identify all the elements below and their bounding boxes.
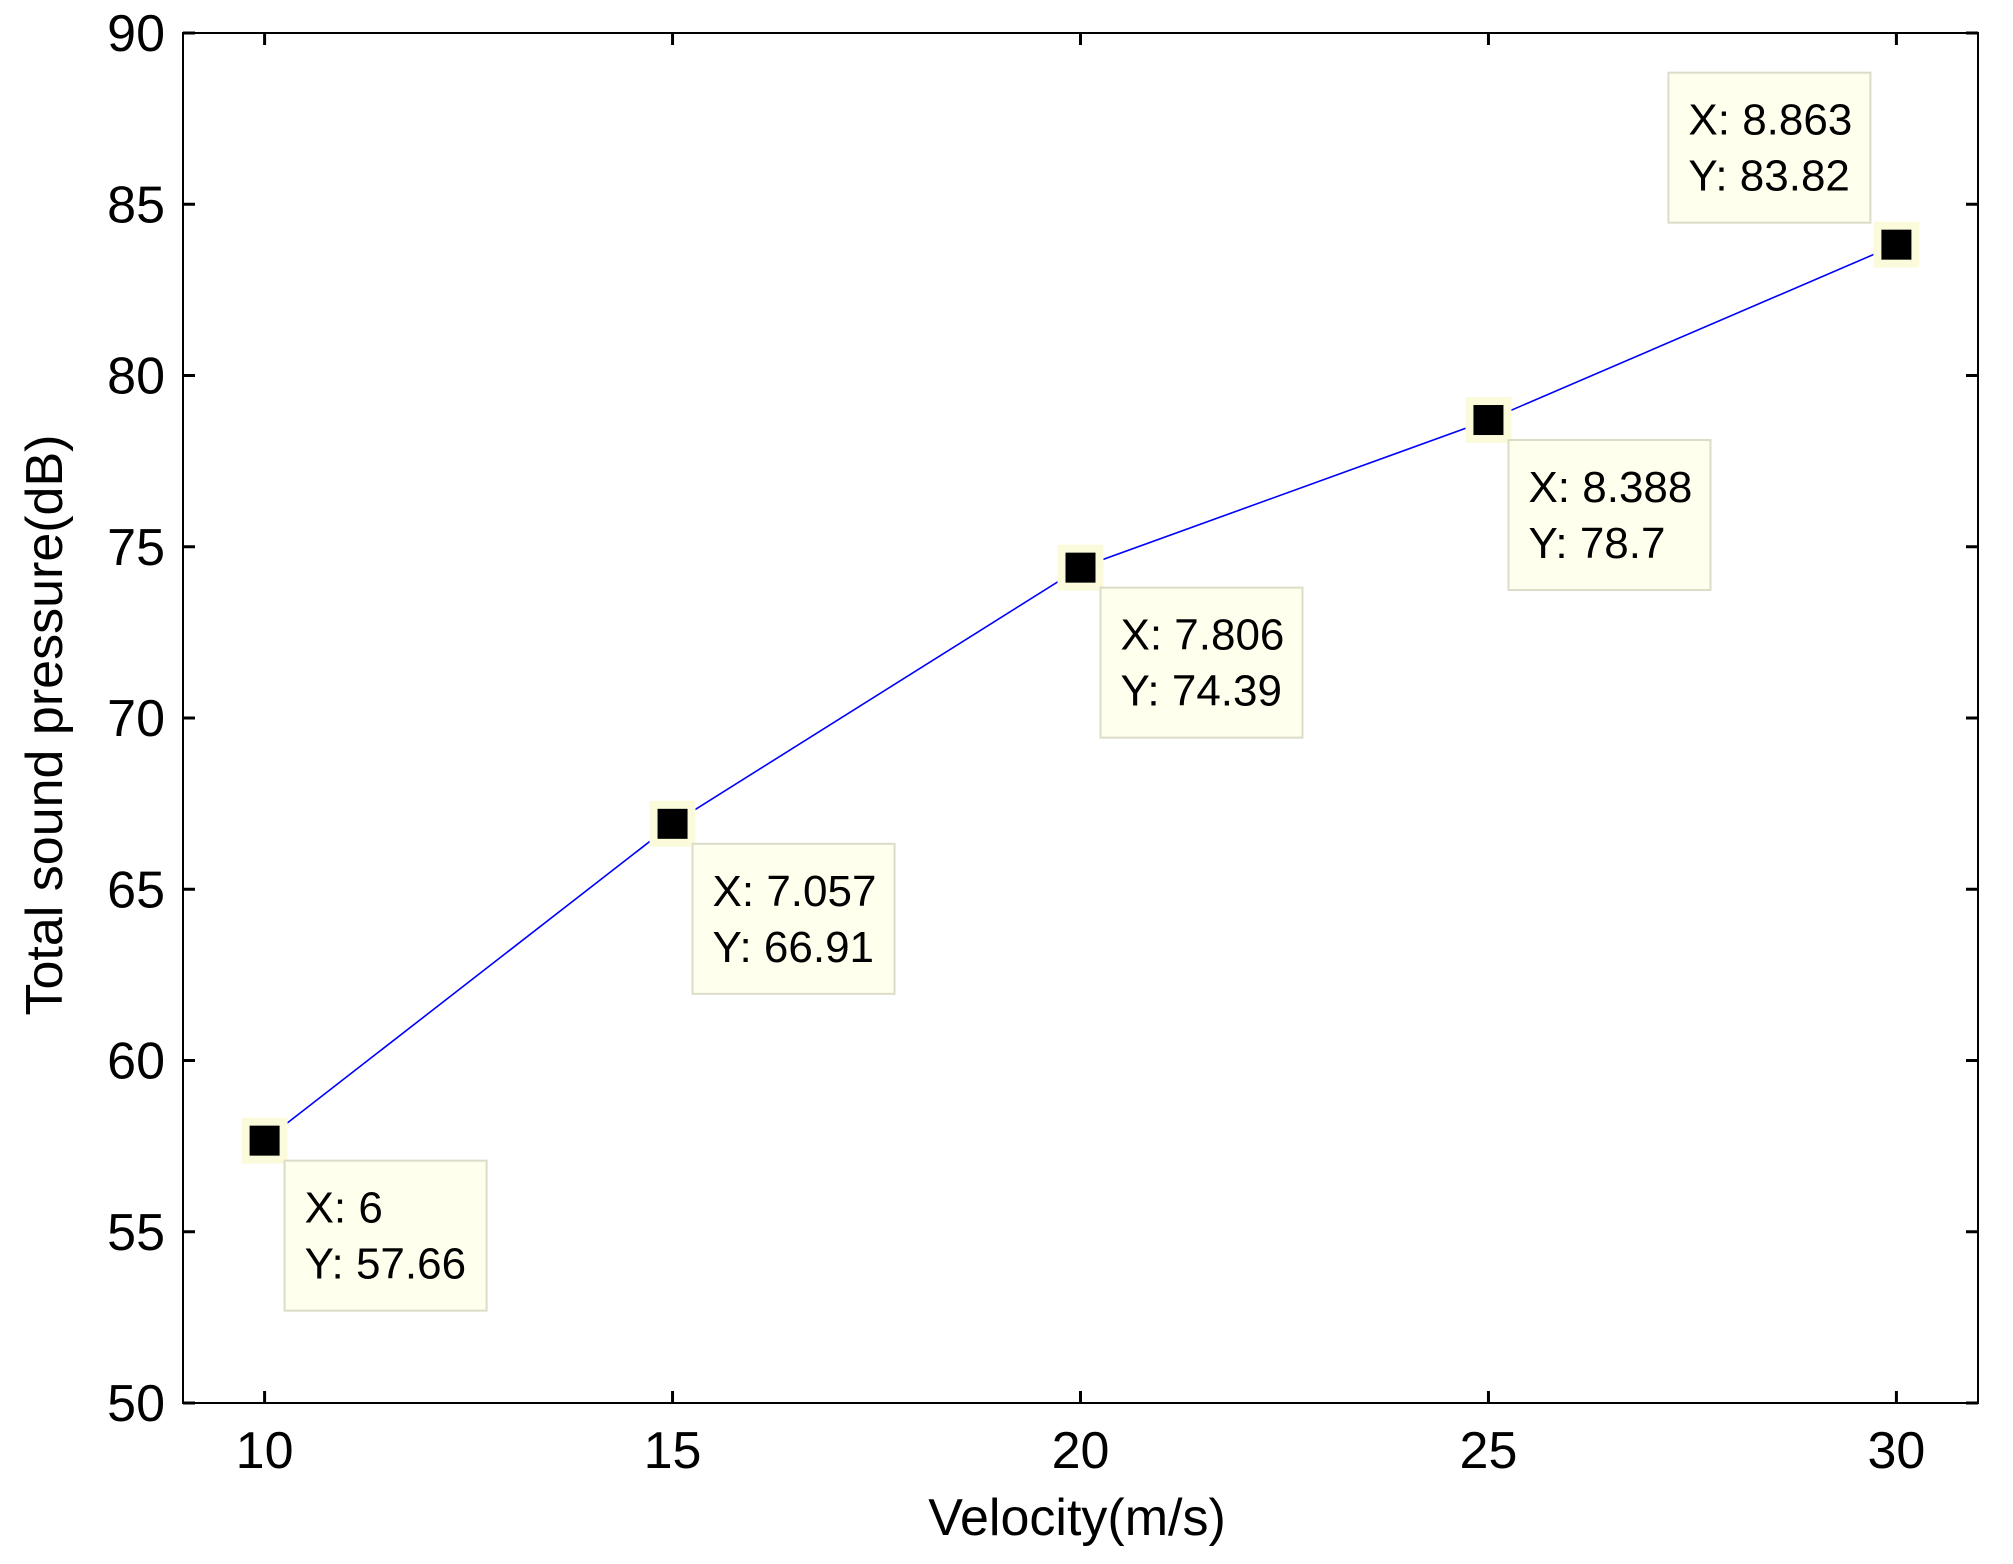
- x-tick-label: 20: [1052, 1422, 1110, 1480]
- x-tick-label: 10: [236, 1422, 294, 1480]
- datatip-box: [691, 842, 896, 995]
- datatip[interactable]: X: 7.806 Y: 74.39: [1099, 586, 1304, 739]
- datatip[interactable]: X: 6 Y: 57.66: [283, 1159, 488, 1312]
- y-tick-label: 65: [107, 861, 165, 919]
- y-axis-title: Total sound pressure(dB): [16, 435, 74, 1016]
- datatip-y-value: Y: 66.91: [713, 923, 874, 972]
- datatip-y-value: Y: 74.39: [1121, 667, 1282, 716]
- data-point-marker[interactable]: [249, 1125, 280, 1156]
- y-tick-label: 85: [107, 176, 165, 234]
- y-tick-label: 50: [107, 1375, 165, 1433]
- datatip[interactable]: X: 7.057 Y: 66.91: [691, 842, 896, 995]
- y-tick-label: 75: [107, 519, 165, 577]
- data-point-marker[interactable]: [1065, 552, 1096, 583]
- datatip-box: [283, 1159, 488, 1312]
- y-tick-label: 90: [107, 5, 165, 63]
- datatip-x-value: X: 7.806: [1121, 611, 1285, 660]
- x-tick-label: 15: [644, 1422, 702, 1480]
- y-tick-label: 70: [107, 690, 165, 748]
- y-tick-label: 80: [107, 348, 165, 406]
- data-point-marker[interactable]: [1881, 229, 1912, 260]
- datatip-y-value: Y: 78.7: [1528, 519, 1665, 568]
- datatip-x-value: X: 8.863: [1688, 96, 1852, 145]
- datatip[interactable]: X: 8.863 Y: 83.82: [1667, 71, 1872, 224]
- datatip-box: [1099, 586, 1304, 739]
- y-tick-label: 55: [107, 1204, 165, 1262]
- x-axis-title: Velocity(m/s): [928, 1489, 1226, 1547]
- datatip-box: [1507, 439, 1712, 592]
- x-tick-label: 25: [1460, 1422, 1518, 1480]
- data-point-marker[interactable]: [657, 808, 688, 839]
- datatip[interactable]: X: 8.388 Y: 78.7: [1507, 439, 1712, 592]
- data-point-marker[interactable]: [1473, 405, 1504, 436]
- markers-layer: [241, 221, 1920, 1164]
- datatip-x-value: X: 6: [305, 1184, 383, 1233]
- datatip-x-value: X: 8.388: [1528, 463, 1692, 512]
- axis-ticks: 10 15 20 25 30 50 55 60 65 70 75 80 85 90: [107, 5, 1978, 1480]
- datatip-y-value: Y: 83.82: [1688, 152, 1849, 201]
- y-tick-label: 60: [107, 1033, 165, 1091]
- datatip-y-value: Y: 57.66: [305, 1240, 466, 1289]
- x-tick-label: 30: [1867, 1422, 1925, 1480]
- datatips-layer: X: 6 Y: 57.66 X: 7.057 Y: 66.91 X: 7.806 Y: 7…: [283, 71, 1872, 1312]
- datatip-x-value: X: 7.057: [713, 867, 877, 916]
- datatip-box: [1667, 71, 1872, 224]
